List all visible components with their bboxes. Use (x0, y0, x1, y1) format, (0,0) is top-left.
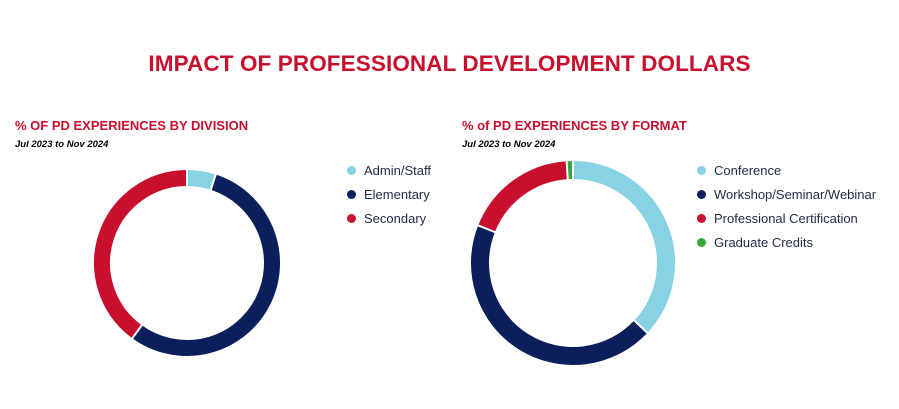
slice-admin-staff (186, 170, 216, 190)
slice-workshop-seminar-webinar (471, 225, 648, 365)
donut-division (94, 169, 280, 356)
chart-title-division: % OF PD EXPERIENCES BY DIVISION (15, 118, 249, 133)
legend-item-graduate-credits: Graduate Credits (697, 230, 876, 254)
legend-label: Elementary (364, 186, 430, 202)
chart-subtitle-division: Jul 2023 to Nov 2024 (15, 139, 109, 150)
legend-label: Admin/Staff (364, 162, 431, 178)
legend-item-admin-staff: Admin/Staff (347, 158, 431, 182)
chart-subtitle-format: Jul 2023 to Nov 2024 (462, 139, 556, 150)
chart-title-format: % of PD EXPERIENCES BY FORMAT (462, 118, 687, 133)
slice-conference (572, 161, 675, 333)
legend-item-conference: Conference (697, 158, 876, 182)
slice-elementary (132, 174, 280, 356)
legend-dot-icon (347, 165, 356, 175)
slice-professional-certification (478, 161, 568, 233)
legend-dot-icon (697, 165, 706, 175)
legend-label: Graduate Credits (714, 234, 813, 250)
page-title: IMPACT OF PROFESSIONAL DEVELOPMENT DOLLA… (148, 51, 751, 76)
legend-dot-icon (347, 189, 356, 199)
legend-dot-icon (697, 237, 706, 247)
slice-separator (476, 224, 497, 234)
legend-item-workshop-seminar-webinar: Workshop/Seminar/Webinar (697, 182, 876, 206)
legend-dot-icon (347, 213, 356, 223)
legend-label: Secondary (364, 210, 427, 226)
donut-format (471, 160, 675, 365)
legend-label: Conference (714, 162, 782, 178)
legend-item-secondary: Secondary (347, 206, 431, 230)
legend-format: Conference Workshop/Seminar/Webinar Profes… (697, 158, 876, 254)
slice-separator (130, 323, 144, 340)
legend-label: Workshop/Seminar/Webinar (714, 186, 877, 202)
slice-separator (209, 173, 217, 192)
legend-division: Admin/Staff Elementary Secondary (347, 158, 431, 230)
legend-dot-icon (697, 213, 706, 223)
legend-label: Professional Certification (714, 210, 858, 226)
slice-secondary (94, 170, 188, 339)
slice-separator (565, 160, 569, 181)
legend-dot-icon (697, 189, 706, 199)
slice-separator (632, 319, 649, 335)
legend-item-professional-certification: Professional Certification (697, 206, 876, 230)
legend-item-elementary: Elementary (347, 182, 431, 206)
